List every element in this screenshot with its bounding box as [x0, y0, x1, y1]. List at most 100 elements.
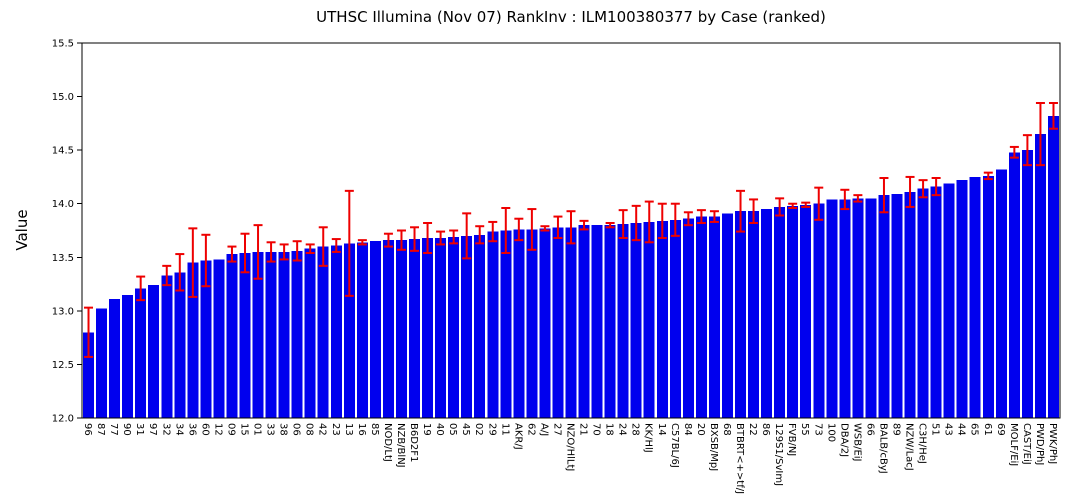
x-tick-label: 55 [799, 423, 810, 436]
x-tick-label: KK/HlJ [643, 423, 654, 453]
bar [578, 225, 590, 418]
bar [83, 332, 95, 418]
bar [461, 235, 473, 418]
bar [800, 204, 812, 418]
bar [1047, 115, 1059, 419]
y-tick-label: 15.5 [52, 39, 74, 50]
x-tick-label: 70 [591, 423, 602, 436]
bar [761, 209, 773, 418]
bar [956, 180, 968, 418]
x-tick-label: 08 [304, 423, 315, 436]
bar [252, 251, 264, 418]
bar [839, 199, 851, 418]
x-tick-label: 45 [460, 423, 471, 436]
x-tick-label: 15 [239, 423, 250, 436]
bar [826, 199, 838, 418]
x-tick-label: 19 [421, 423, 432, 436]
bar [591, 225, 603, 418]
x-tick-label: 31 [134, 423, 145, 436]
x-tick-label: 62 [525, 423, 536, 436]
x-tick-label: 85 [369, 423, 380, 436]
bar [409, 239, 421, 418]
x-tick-label: 100 [825, 423, 836, 442]
x-tick-label: 84 [682, 423, 693, 436]
bar [174, 272, 186, 418]
x-tick-label: 129S1/SvImJ [773, 423, 784, 486]
bar [813, 203, 825, 418]
x-tick-label: 89 [891, 423, 902, 436]
x-tick-label: 22 [747, 423, 758, 436]
bar [213, 259, 225, 418]
x-tick-label: NOD/LtJ [382, 423, 393, 462]
y-tick-label: 12.0 [52, 414, 74, 425]
bar [656, 220, 668, 418]
x-tick-label: BTBRT<+>tf/J [734, 423, 745, 494]
bar [852, 198, 864, 418]
bar [330, 245, 342, 418]
bar [422, 238, 434, 418]
y-tick-label: 14.0 [52, 199, 74, 210]
bar [708, 216, 720, 418]
bar [930, 186, 942, 418]
x-tick-label: 12 [212, 423, 223, 436]
x-tick-label: PWD/PhJ [1034, 423, 1045, 465]
bar [200, 260, 212, 418]
chart-title: UTHSC Illumina (Nov 07) RankInv : ILM100… [316, 8, 826, 26]
bar [356, 242, 368, 418]
x-tick-label: 43 [943, 423, 954, 436]
x-tick-label: PWK/PhJ [1047, 423, 1058, 464]
x-tick-label: 96 [82, 423, 93, 436]
x-tick-label: 86 [760, 423, 771, 436]
bar [539, 228, 551, 418]
bar [552, 227, 564, 418]
x-tick-label: 68 [721, 423, 732, 436]
bar [917, 188, 929, 418]
x-tick-label: AKR/J [512, 423, 523, 450]
x-tick-label: 23 [330, 423, 341, 436]
bar [1008, 152, 1020, 419]
x-tick-label: 38 [278, 423, 289, 436]
bar [682, 218, 694, 418]
bar [96, 308, 108, 418]
bar [382, 240, 394, 418]
bar [604, 225, 616, 418]
x-tick-label: BALB/cByJ [877, 423, 888, 474]
x-tick-label: 60 [199, 423, 210, 436]
x-tick-label: 66 [864, 423, 875, 436]
x-tick-label: A/J [538, 423, 549, 436]
bar [304, 248, 316, 418]
x-tick-label: 11 [499, 423, 510, 436]
bar [721, 213, 733, 418]
x-tick-label: 36 [186, 423, 197, 436]
x-tick-label: NZW/LacJ [904, 423, 915, 471]
x-tick-label: 32 [160, 423, 171, 436]
x-tick-label: 01 [252, 423, 263, 436]
x-tick-label: 06 [291, 423, 302, 436]
bar [369, 241, 381, 418]
bar [891, 194, 903, 418]
x-tick-label: 33 [265, 423, 276, 436]
bar [343, 243, 355, 418]
x-tick-label: 65 [969, 423, 980, 436]
bar [513, 229, 525, 418]
bar [630, 223, 642, 418]
y-tick-label: 14.5 [52, 146, 74, 157]
bar [995, 169, 1007, 418]
x-tick-label: 73 [812, 423, 823, 436]
bar [265, 251, 277, 418]
x-tick-label: 87 [95, 423, 106, 436]
bar [187, 262, 199, 418]
x-tick-label: 05 [447, 423, 458, 436]
x-tick-label: 16 [356, 423, 367, 436]
bar [109, 299, 121, 418]
y-tick-label: 15.0 [52, 92, 74, 103]
bar [474, 234, 486, 418]
bar [748, 211, 760, 418]
y-tick-label: 13.5 [52, 253, 74, 264]
x-tick-label: 20 [695, 423, 706, 436]
bar [435, 238, 447, 418]
bar [774, 206, 786, 418]
x-tick-label: WSB/EiJ [851, 423, 862, 462]
